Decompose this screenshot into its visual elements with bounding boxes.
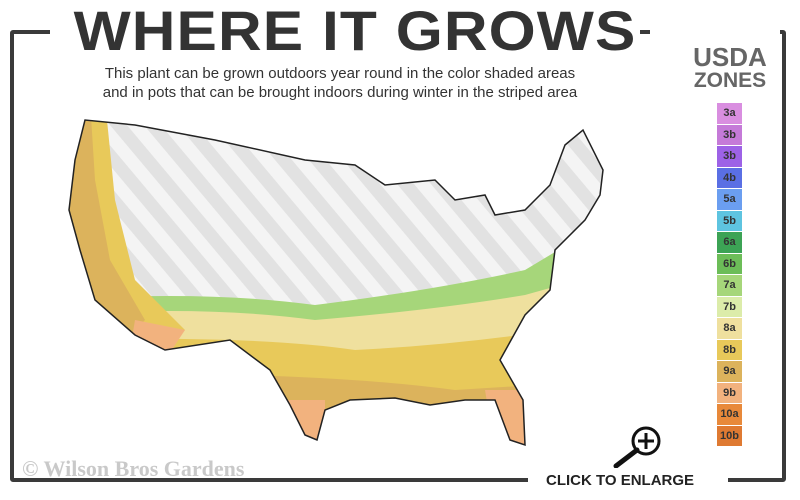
legend-title-line-2: ZONES — [693, 69, 767, 92]
legend-swatch-6a: 6a — [717, 232, 742, 253]
legend-swatch-4b: 4b — [717, 167, 742, 188]
subtitle-line-1: This plant can be grown outdoors year ro… — [104, 65, 576, 82]
magnifier-plus-icon[interactable] — [610, 424, 666, 468]
legend-swatch-6b: 6b — [717, 253, 742, 274]
subtitle-line-2: and in pots that can be brought indoors … — [102, 84, 578, 101]
zone-legend: 3a 3b 3b 4b 5a 5b 6a 6b 7a 7b 8a 8b 9a 9b 10a 10b — [717, 103, 742, 447]
legend-swatch-8b: 8b — [717, 339, 742, 360]
legend-swatch-10b: 10b — [717, 425, 742, 446]
legend-swatch-5b: 5b — [717, 210, 742, 231]
legend-swatch-9b: 9b — [717, 382, 742, 403]
zone-9a-band — [69, 374, 603, 445]
legend-swatch-10a: 10a — [717, 404, 742, 425]
legend-swatch-3b: 3b — [717, 146, 742, 167]
legend-swatch-9a: 9a — [717, 361, 742, 382]
click-to-enlarge-button[interactable]: CLICK TO ENLARGE — [546, 472, 695, 489]
page-title: WHERE IT GROWS — [73, 0, 637, 62]
legend-swatch-7b: 7b — [717, 296, 742, 317]
legend-swatch-7a: 7a — [717, 275, 742, 296]
legend-swatch-3a: 3a — [717, 103, 742, 124]
legend-title-line-1: USDA — [693, 42, 767, 72]
legend-title: USDA ZONES — [680, 42, 780, 93]
legend-swatch-5a: 5a — [717, 189, 742, 210]
legend-swatch-8a: 8a — [717, 318, 742, 339]
usda-zone-map[interactable] — [55, 100, 615, 460]
subtitle: This plant can be grown outdoors year ro… — [40, 64, 640, 102]
copyright-watermark: © Wilson Bros Gardens — [22, 456, 245, 481]
legend-swatch-3b: 3b — [717, 124, 742, 145]
